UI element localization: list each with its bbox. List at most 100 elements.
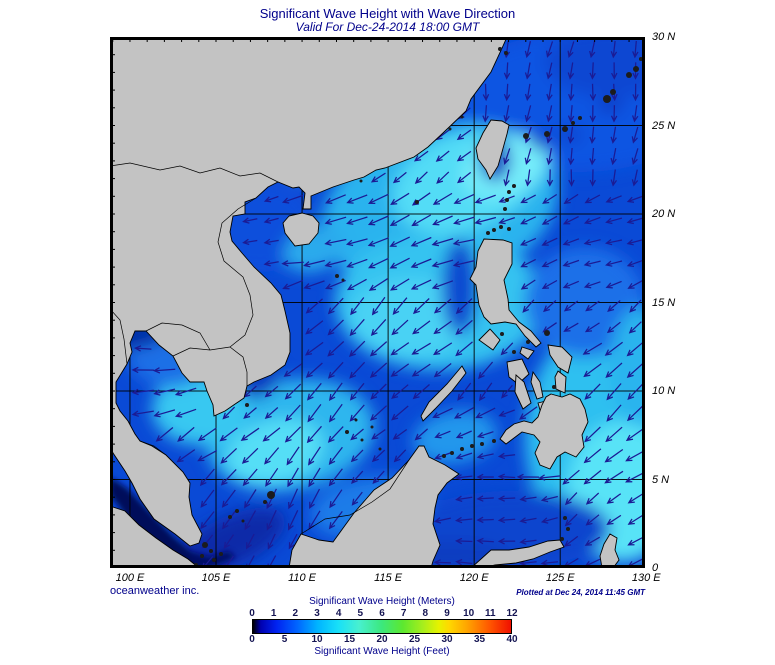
wave-arrow: [482, 105, 489, 123]
lat-label: 20 N: [652, 208, 676, 220]
land-layer: [110, 37, 643, 568]
island-speck: [504, 51, 508, 55]
wave-arrow: [524, 62, 532, 80]
wave-arrow: [606, 321, 621, 334]
island-speck: [228, 515, 232, 519]
wave-arrow: [589, 147, 596, 166]
wave-arrow: [288, 488, 299, 510]
legend-tick: 30: [441, 634, 453, 645]
wave-arrow: [414, 428, 429, 441]
wave-arrow: [349, 318, 365, 337]
wave-arrow: [605, 195, 622, 203]
wave-arrow: [284, 426, 302, 443]
wave-arrow: [626, 362, 644, 378]
legend-tick: 11: [485, 608, 496, 619]
wave-arrow: [367, 237, 389, 247]
wave-arrow: [455, 319, 473, 335]
wave-arrow: [478, 361, 494, 380]
wave-arrow: [411, 214, 432, 227]
island-speck: [562, 126, 568, 132]
wave-arrow: [351, 491, 363, 506]
wave-arrow: [267, 533, 276, 550]
wave-arrow: [390, 363, 410, 377]
wave-arrow: [328, 382, 343, 402]
wave-arrow: [497, 452, 516, 460]
wave-arrow: [610, 169, 618, 187]
island-speck: [578, 116, 582, 120]
wave-arrow: [306, 382, 322, 401]
wave-arrow: [432, 407, 453, 419]
wave-arrow: [457, 382, 472, 401]
wave-arrow: [455, 430, 472, 439]
wave-arrow: [287, 510, 299, 531]
wave-arrow: [327, 361, 344, 379]
wave-arrow: [432, 215, 453, 226]
legend-tick: 10: [311, 634, 323, 645]
wave-arrow: [476, 495, 494, 502]
land-taiwan: [475, 119, 510, 180]
wave-arrow: [283, 363, 303, 377]
wave-arrow: [431, 280, 454, 290]
lon-label: 105 E: [201, 572, 231, 584]
wave-arrow: [563, 322, 579, 332]
wave-arrow: [541, 215, 558, 225]
island-speck: [480, 442, 484, 446]
wave-arrow: [389, 214, 410, 226]
wave-arrow: [475, 407, 496, 419]
wave-arrow: [152, 367, 176, 374]
wave-arrow: [285, 404, 301, 422]
wave-arrow: [368, 278, 388, 291]
wave-arrow: [200, 489, 215, 508]
land-mindanao: [499, 393, 589, 470]
legend-tick: 20: [376, 634, 388, 645]
island-speck: [200, 554, 204, 558]
wave-arrow: [153, 409, 176, 418]
wave-arrow: [242, 468, 258, 487]
wave-arrow: [345, 238, 368, 247]
wave-arrow: [349, 340, 366, 357]
wave-arrow: [436, 171, 450, 184]
wave-arrow: [346, 278, 367, 291]
island-speck: [563, 516, 567, 520]
wave-arrow: [503, 62, 511, 80]
wave-arrow: [605, 426, 623, 443]
wave-arrow: [453, 407, 474, 419]
wave-arrow: [546, 126, 553, 144]
wave-arrow: [584, 322, 600, 333]
wave-arrow: [474, 194, 496, 204]
valid-time-subtitle: Valid For Dec-24-2014 18:00 GMT: [295, 20, 480, 34]
wave-arrow: [626, 259, 644, 268]
wave-arrow: [349, 382, 365, 401]
land-cebu: [530, 370, 544, 400]
wave-arrow: [456, 150, 472, 162]
wave-arrow: [329, 489, 343, 509]
wave-arrow: [266, 509, 277, 531]
wave-arrow: [606, 514, 622, 525]
wave-arrow: [583, 469, 602, 485]
island-speck: [505, 198, 509, 202]
wave-arrow: [500, 342, 514, 356]
wave-arrow: [433, 342, 453, 356]
wave-arrow: [519, 495, 537, 502]
wave-arrow: [391, 384, 409, 400]
island-speck: [610, 89, 616, 95]
legend-title-feet: Significant Wave Height (Feet): [314, 646, 450, 657]
island-speck: [512, 184, 516, 188]
wave-arrow: [503, 105, 510, 123]
legend-tick: 15: [343, 634, 356, 645]
wave-arrow: [452, 238, 475, 246]
island-speck: [415, 200, 419, 204]
wave-arrow: [610, 40, 618, 59]
wave-arrow: [519, 517, 537, 524]
wave-arrow: [390, 342, 410, 356]
island-speck: [492, 439, 496, 443]
wave-arrow: [367, 215, 389, 226]
wave-arrow: [308, 467, 321, 488]
wave-arrow: [582, 342, 603, 355]
lon-label: 120 E: [459, 572, 489, 584]
wave-arrow: [287, 467, 299, 488]
wave-arrow: [223, 534, 235, 549]
wave-arrow: [368, 193, 389, 205]
land-sumatra: [110, 505, 200, 568]
island-speck: [212, 558, 216, 562]
